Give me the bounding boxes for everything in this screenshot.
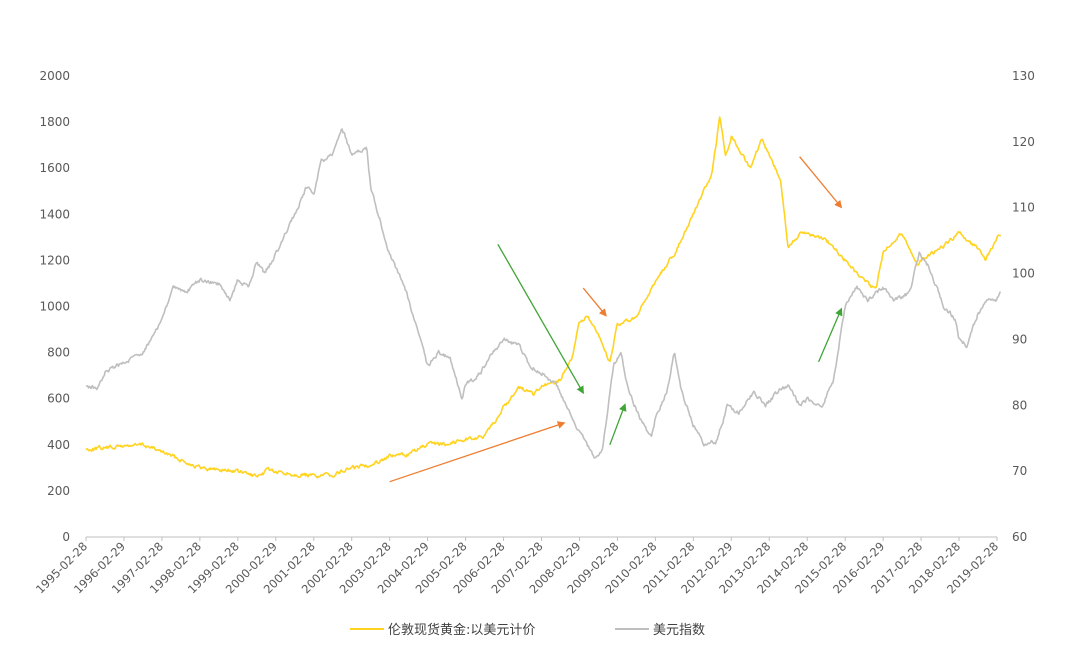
annotation-arrow [582,287,607,317]
legend: 伦敦现货黄金:以美元计价 美元指数 [350,622,705,638]
annotation-arrow [389,421,566,483]
left-tick-label: 1000 [39,300,70,314]
right-axis-ticks: 60 70 80 90 100 110 120 130 [1012,69,1035,544]
legend-label: 伦敦现货黄金:以美元计价 [388,622,535,638]
left-tick-label: 0 [62,530,70,544]
right-tick-label: 110 [1012,201,1035,215]
left-tick-label: 1800 [39,115,70,129]
annotation-arrow [817,307,843,363]
dollar-index-series-line [85,128,1001,459]
left-tick-label: 400 [47,438,70,452]
annotation-arrow [609,403,627,446]
right-tick-label: 60 [1012,530,1027,544]
right-tick-label: 100 [1012,267,1035,281]
x-axis [85,536,998,541]
left-tick-label: 1200 [39,253,70,267]
right-tick-label: 90 [1012,332,1027,346]
annotation-arrow [799,156,843,209]
left-tick-label: 1600 [39,161,70,175]
right-tick-label: 80 [1012,398,1027,412]
left-tick-label: 1400 [39,207,70,221]
annotation-arrow [497,243,584,395]
x-axis-ticks: 1995-02-281996-02-291997-02-281998-02-28… [33,539,1001,596]
left-tick-label: 800 [47,346,70,360]
right-tick-label: 130 [1012,69,1035,83]
right-tick-label: 70 [1012,464,1027,478]
legend-label: 美元指数 [653,623,705,638]
left-tick-label: 600 [47,392,70,406]
gold-price-series-line [85,116,1002,479]
left-tick-label: 2000 [39,69,70,83]
annotation-layer [389,156,843,483]
series-layer [85,116,1002,479]
left-tick-label: 200 [47,484,70,498]
left-axis-ticks: 0 200 400 600 800 1000 1200 1400 1600 1800 2000 [39,69,70,544]
right-tick-label: 120 [1012,135,1035,149]
